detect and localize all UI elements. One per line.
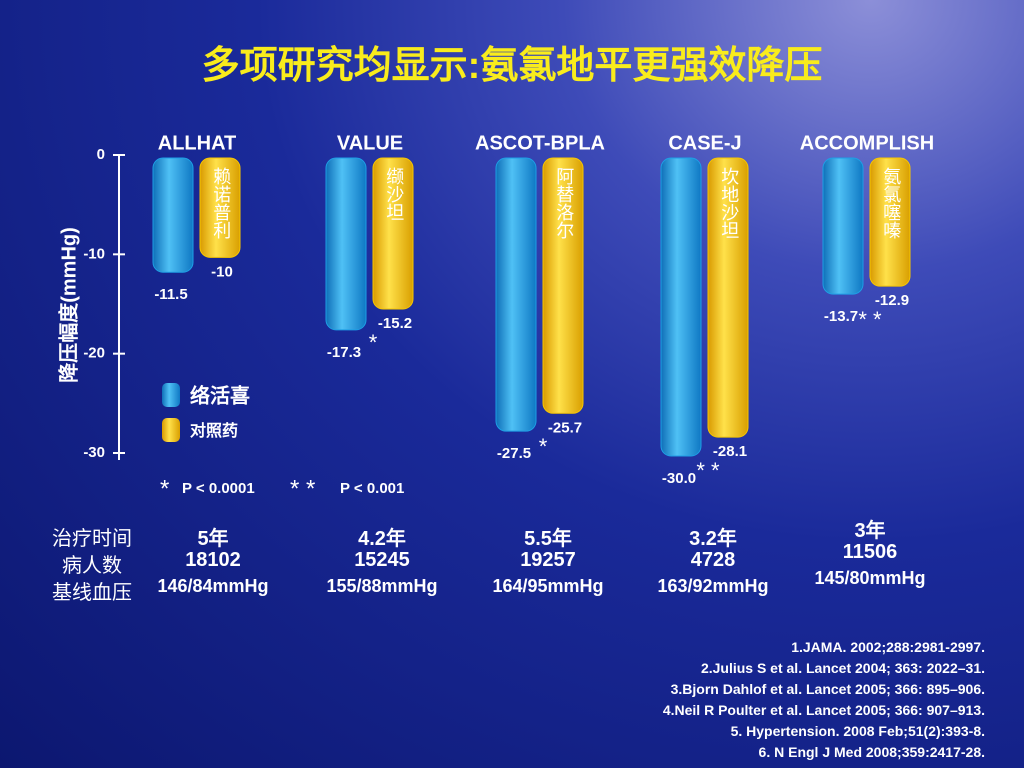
table-cell: 3.2年: [689, 528, 737, 550]
table-cell: 5年: [197, 528, 229, 550]
note-text: P < 0.001: [340, 480, 404, 497]
legend-label: 络活喜: [190, 383, 250, 407]
drug-label: 赖诺普利: [211, 167, 231, 239]
table-cell: 5.5年: [524, 528, 572, 550]
reference: 3.Bjorn Dahlof et al. Lancet 2005; 366: …: [670, 681, 985, 697]
table-cell: 18102: [185, 549, 241, 571]
row-label: 治疗时间: [52, 528, 132, 550]
table-cell: 164/95mmHg: [492, 576, 604, 596]
legend-swatch: [162, 383, 180, 407]
value-label: -17.3: [327, 344, 361, 361]
value-label: -11.5: [154, 286, 187, 303]
reference: 1.JAMA. 2002;288:2981-2997.: [791, 639, 985, 655]
legend-label: 对照药: [190, 421, 238, 440]
table-cell: 155/88mmHg: [326, 576, 438, 596]
table-cell: 145/80mmHg: [814, 568, 926, 588]
significance-mark: * *: [696, 458, 720, 483]
drug-label: 阿替洛尔: [554, 167, 574, 239]
value-label: -28.1: [713, 443, 747, 460]
reference: 6. N Engl J Med 2008;359:2417-28.: [758, 744, 985, 760]
bar: [325, 157, 367, 331]
note-symbol: *: [160, 475, 169, 502]
drug-label: 氨氯噻嗪: [881, 167, 901, 239]
table-cell: 4.2年: [358, 528, 406, 550]
bar: [199, 157, 241, 258]
category-label: ASCOT-BPLA: [475, 132, 605, 154]
significance-mark: *: [539, 434, 548, 459]
value-label: -15.2: [378, 315, 412, 332]
row-label: 基线血压: [52, 582, 132, 604]
reference: 2.Julius S et al. Lancet 2004; 363: 2022…: [700, 660, 985, 676]
y-tick-label: -30: [83, 444, 105, 461]
table-cell: 15245: [354, 549, 410, 571]
value-label: -12.9: [875, 292, 909, 309]
note-text: P < 0.0001: [182, 480, 255, 497]
significance-mark: *: [369, 330, 378, 355]
bar: [822, 157, 864, 295]
bar: [542, 157, 584, 414]
category-label: ACCOMPLISH: [800, 132, 934, 154]
y-tick-label: -10: [83, 245, 105, 262]
category-label: ALLHAT: [158, 132, 237, 154]
bar: [372, 157, 414, 310]
legend-swatch: [162, 418, 180, 442]
significance-mark: * *: [858, 307, 882, 332]
table-cell: 163/92mmHg: [657, 576, 769, 596]
bar: [152, 157, 194, 273]
row-label: 病人数: [62, 555, 122, 577]
bar: [707, 157, 749, 438]
value-label: -27.5: [497, 445, 531, 462]
y-axis-label: 降压幅度(mmHg): [56, 227, 80, 383]
y-tick-label: -20: [83, 345, 105, 362]
table-cell: 11506: [842, 541, 898, 563]
bar: [660, 157, 702, 457]
category-label: VALUE: [337, 132, 403, 154]
table-cell: 19257: [520, 549, 576, 571]
note-symbol: * *: [290, 475, 315, 502]
table-cell: 146/84mmHg: [157, 576, 269, 596]
value-label: -10: [211, 263, 233, 280]
value-label: -13.7: [824, 308, 858, 325]
drug-label: 坎地沙坦: [719, 167, 739, 239]
table-cell: 4728: [690, 549, 736, 571]
bar: [495, 157, 537, 432]
reference: 5. Hypertension. 2008 Feb;51(2):393-8.: [730, 723, 985, 739]
value-label: -25.7: [548, 419, 582, 436]
bar: [869, 157, 911, 287]
drug-label: 缬沙坦: [384, 167, 404, 221]
category-label: CASE-J: [668, 132, 741, 154]
value-label: -30.0: [662, 470, 696, 487]
y-tick-label: 0: [97, 146, 105, 163]
reference: 4.Neil R Poulter et al. Lancet 2005; 366…: [662, 702, 985, 718]
title: 多项研究均显示:氨氯地平更强效降压: [202, 45, 823, 87]
table-cell: 3年: [854, 520, 886, 542]
